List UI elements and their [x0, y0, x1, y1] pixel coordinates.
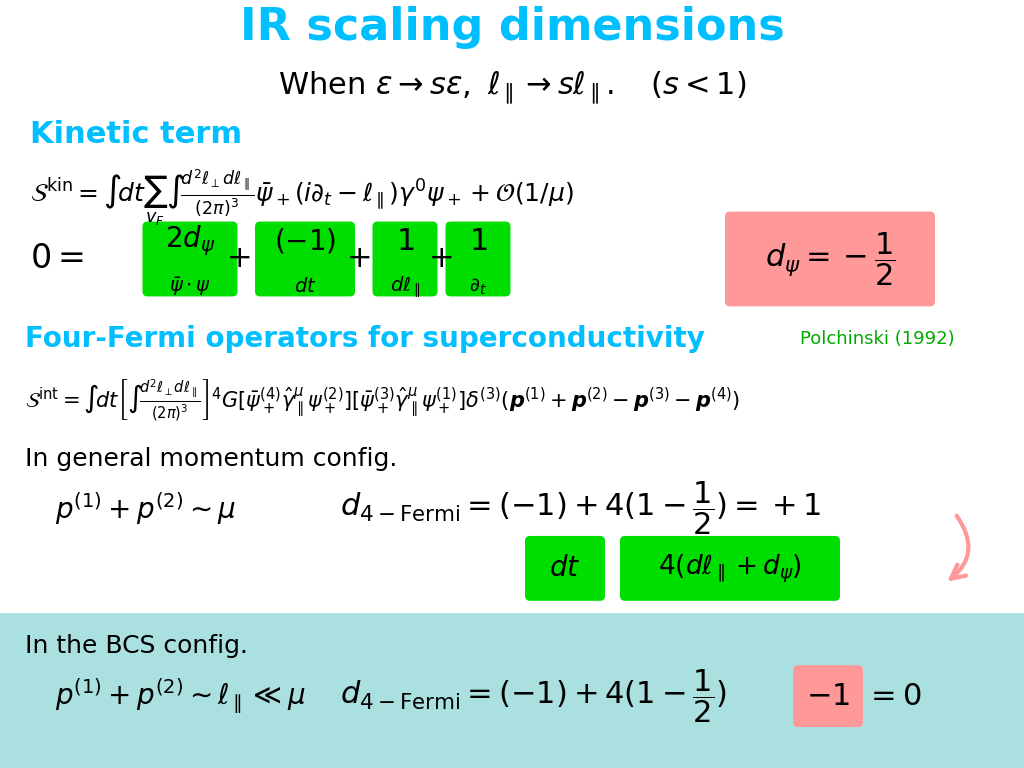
- Text: $+$: $+$: [346, 244, 371, 273]
- FancyBboxPatch shape: [445, 221, 511, 296]
- Text: $d_{\rm 4-Fermi} = (-1) + 4(1 - \dfrac{1}{2}) = +1$: $d_{\rm 4-Fermi} = (-1) + 4(1 - \dfrac{1…: [340, 480, 821, 538]
- Text: $4(d\ell_{\parallel} + d_\psi)$: $4(d\ell_{\parallel} + d_\psi)$: [658, 552, 802, 584]
- Text: When $\epsilon \rightarrow s\epsilon,\ \ell_{\parallel} \rightarrow s\ell_{\para: When $\epsilon \rightarrow s\epsilon,\ \…: [278, 69, 746, 105]
- Text: $d\ell_{\parallel}$: $d\ell_{\parallel}$: [390, 274, 420, 300]
- Text: $1$: $1$: [469, 227, 487, 256]
- Text: $+$: $+$: [226, 244, 250, 273]
- Text: In the BCS config.: In the BCS config.: [25, 634, 248, 658]
- FancyBboxPatch shape: [725, 211, 935, 306]
- FancyBboxPatch shape: [373, 221, 437, 296]
- Text: IR scaling dimensions: IR scaling dimensions: [240, 6, 784, 49]
- Text: $2d_\psi$: $2d_\psi$: [165, 223, 215, 258]
- FancyBboxPatch shape: [525, 536, 605, 601]
- Text: $p^{(1)} + p^{(2)} \sim \mu$: $p^{(1)} + p^{(2)} \sim \mu$: [55, 490, 237, 527]
- Text: $\mathcal{S}^{\rm int} = \int\!dt \left[\int\!\frac{d^2\ell_\perp d\ell_{\parall: $\mathcal{S}^{\rm int} = \int\!dt \left[…: [25, 378, 740, 424]
- Text: $d_\psi = -\dfrac{1}{2}$: $d_\psi = -\dfrac{1}{2}$: [765, 230, 895, 288]
- Text: $0 = $: $0 = $: [30, 243, 84, 276]
- Text: Kinetic term: Kinetic term: [30, 120, 242, 149]
- Text: $dt$: $dt$: [549, 554, 581, 582]
- Text: $+$: $+$: [428, 244, 453, 273]
- Text: $p^{(1)} + p^{(2)} \sim \ell_{\parallel} \ll \mu$: $p^{(1)} + p^{(2)} \sim \ell_{\parallel}…: [55, 677, 305, 716]
- Text: $\partial_t$: $\partial_t$: [469, 276, 487, 297]
- Text: $-1$: $-1$: [806, 682, 850, 710]
- Text: $dt$: $dt$: [294, 277, 316, 296]
- FancyBboxPatch shape: [793, 665, 863, 727]
- Text: $1$: $1$: [395, 227, 415, 256]
- Text: Four-Fermi operators for superconductivity: Four-Fermi operators for superconductivi…: [25, 325, 705, 353]
- FancyBboxPatch shape: [620, 536, 840, 601]
- Text: Polchinski (1992): Polchinski (1992): [800, 329, 954, 348]
- FancyBboxPatch shape: [255, 221, 355, 296]
- Text: $\bar{\psi}\cdot\psi$: $\bar{\psi}\cdot\psi$: [169, 276, 211, 299]
- FancyBboxPatch shape: [0, 614, 1024, 768]
- FancyArrowPatch shape: [951, 516, 969, 579]
- Text: $d_{\rm 4-Fermi} = (-1) + 4(1 - \dfrac{1}{2})$: $d_{\rm 4-Fermi} = (-1) + 4(1 - \dfrac{1…: [340, 667, 727, 725]
- Text: $(-1)$: $(-1)$: [274, 227, 336, 256]
- Text: $= 0$: $= 0$: [865, 682, 922, 710]
- Text: $\mathcal{S}^{\rm kin} = \int\!dt \sum_{v_F} \int\!\frac{d^2\ell_\perp d\ell_{\p: $\mathcal{S}^{\rm kin} = \int\!dt \sum_{…: [30, 167, 573, 227]
- Text: In general momentum config.: In general momentum config.: [25, 447, 397, 471]
- FancyBboxPatch shape: [142, 221, 238, 296]
